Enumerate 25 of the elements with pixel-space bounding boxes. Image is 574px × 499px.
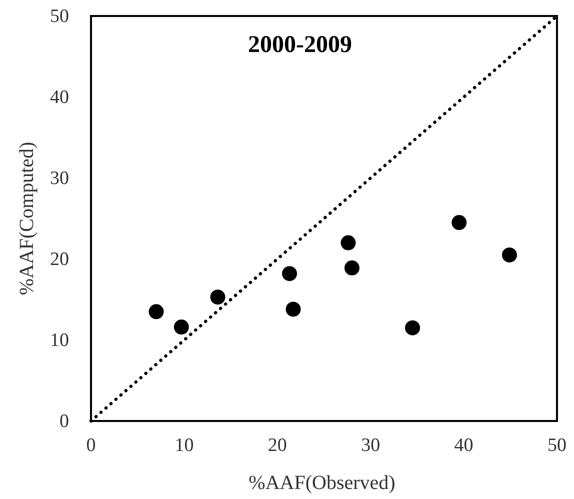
point <box>210 290 226 305</box>
point <box>286 302 301 317</box>
x-tick-label: 30 <box>361 435 380 456</box>
y-axis-title: %AAF(Computed) <box>16 142 38 296</box>
y-tick-label: 40 <box>50 87 69 108</box>
y-tick-label: 50 <box>50 6 69 27</box>
x-axis-title: %AAF(Observed) <box>248 472 396 494</box>
point <box>344 260 360 276</box>
x-tick-label: 40 <box>454 435 474 456</box>
y-tick-label: 10 <box>50 330 69 351</box>
x-tick-label: 20 <box>268 435 287 456</box>
y-tick-label: 0 <box>60 411 69 432</box>
point <box>405 320 420 336</box>
x-tick-label: 50 <box>548 435 566 456</box>
x-tick-label: 0 <box>86 435 96 456</box>
x-tick-label: 10 <box>174 435 194 456</box>
point <box>452 215 467 230</box>
point <box>282 266 298 282</box>
text: 2000-2009 <box>248 32 352 58</box>
y-tick-label: 30 <box>50 168 69 189</box>
point <box>340 235 356 250</box>
y-tick-label: 20 <box>50 249 69 270</box>
point <box>502 247 517 262</box>
point <box>174 320 189 335</box>
point <box>148 304 164 320</box>
